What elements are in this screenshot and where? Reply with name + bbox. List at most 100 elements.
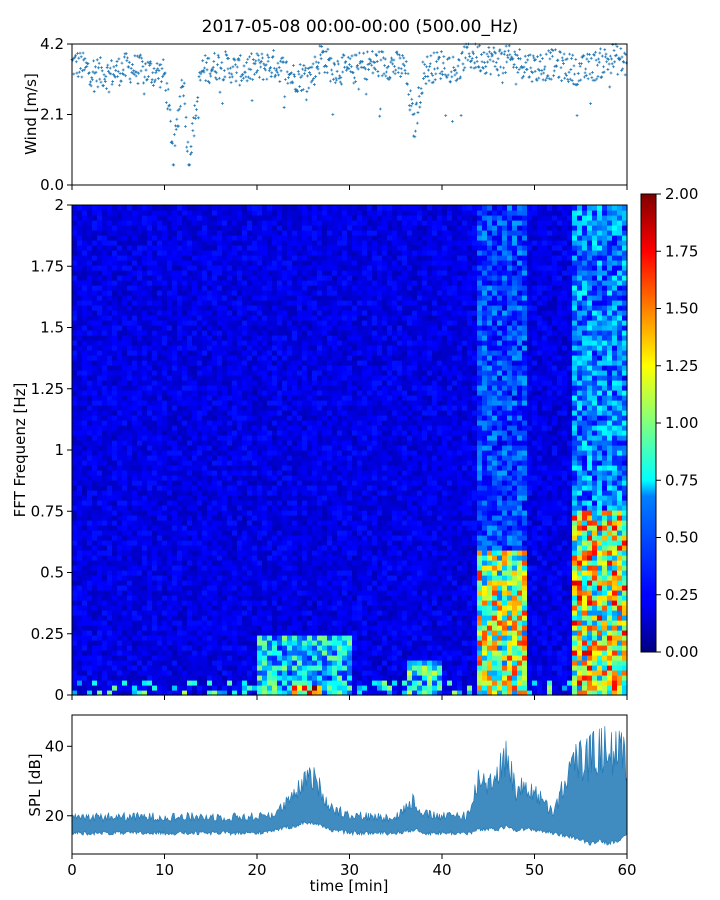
spectrogram-cell (222, 680, 228, 686)
spectrogram-cell (162, 305, 168, 311)
spectrogram-cell (262, 585, 268, 591)
spectrogram-cell (232, 480, 238, 486)
wind-point (484, 65, 488, 68)
wind-point (623, 73, 627, 77)
spectrogram-cell (252, 225, 258, 231)
spectrogram-cell (137, 560, 143, 566)
spectrogram-cell (182, 635, 188, 641)
spectrogram-cell (87, 330, 93, 336)
spectrogram-cell (212, 510, 218, 516)
spectrogram-cell (72, 470, 78, 476)
spectrogram-cell (137, 615, 143, 621)
wind-point (427, 79, 431, 83)
spectrogram-cell (97, 620, 103, 626)
spectrogram-cell (272, 590, 278, 596)
spectrogram-cell (237, 640, 243, 646)
spectrogram-cell (157, 570, 163, 576)
spectrogram-cell (262, 355, 268, 361)
spectrogram-cell (212, 245, 218, 251)
wind-point (422, 71, 426, 75)
wind-point (375, 54, 379, 57)
wind-point (413, 135, 417, 139)
spectrogram-cell (77, 550, 83, 556)
wind-point (102, 73, 106, 77)
spectrogram-cell (137, 610, 143, 616)
spectrogram-cell (227, 275, 233, 281)
spectrogram-cell (237, 475, 243, 481)
wind-point (396, 52, 399, 56)
wind-point (409, 89, 412, 93)
spectrogram-cell (267, 390, 273, 396)
spectrogram-cell (187, 290, 193, 296)
spectrogram-cell (112, 240, 118, 246)
spectrogram-cell (167, 315, 173, 321)
spectrogram-cell (137, 255, 143, 261)
spectrogram-cell (162, 620, 168, 626)
spectrogram-cell (107, 450, 113, 456)
spectrogram-cell (117, 665, 123, 671)
wind-point (402, 56, 406, 60)
spectrogram-cell (247, 600, 253, 606)
spectrogram-cell (82, 275, 88, 281)
spectrogram-cell (132, 665, 138, 671)
spectrogram-cell (157, 475, 163, 481)
spectrogram-cell (262, 615, 268, 621)
spectrogram-cell (177, 630, 183, 636)
spectrogram-cell (157, 235, 163, 241)
spectrogram-cell (92, 585, 98, 591)
spectrogram-cell (207, 690, 213, 696)
spectrogram-cell (197, 625, 203, 631)
spectrogram-cell (132, 495, 138, 501)
wind-point (203, 54, 207, 57)
spectrogram-cell (177, 665, 183, 671)
spectrogram-cell (142, 250, 148, 256)
spectrogram-cell (112, 530, 118, 536)
spectrogram-cell (252, 240, 258, 246)
spectrogram-cell (192, 670, 198, 676)
wind-point (90, 76, 94, 80)
spectrogram-cell (157, 330, 163, 336)
spectrogram-cell (182, 255, 188, 261)
spectrogram-cell (152, 255, 158, 261)
spectrogram-cell (267, 260, 273, 266)
wind-point (460, 50, 464, 54)
spectrogram-cell (252, 275, 258, 281)
spectrogram-cell (72, 235, 78, 241)
spectrogram-cell (107, 385, 113, 391)
wind-point (271, 54, 275, 58)
wind-point (197, 116, 200, 120)
wind-point (99, 80, 103, 84)
spectrogram-cell (122, 625, 128, 631)
spectrogram-cell (137, 210, 143, 216)
wind-point (568, 52, 572, 56)
spectrogram-cell (82, 360, 88, 366)
spectrogram-cell (247, 285, 253, 291)
wind-point (486, 55, 490, 59)
spectrogram-cell (77, 285, 83, 291)
spectrogram-cell (272, 415, 278, 421)
spectrogram-cell (77, 215, 83, 221)
spectrogram-cell (237, 325, 243, 331)
spectrogram-cell (177, 675, 183, 681)
spectrogram-cell (212, 600, 218, 606)
spectrogram-cell (242, 660, 248, 666)
spectrogram-cell (172, 475, 178, 481)
spectrogram-cell (152, 360, 158, 366)
spectrogram-cell (77, 660, 83, 666)
spectrogram-cell (167, 520, 173, 526)
wind-point (334, 76, 338, 80)
wind-point (459, 114, 463, 117)
wind-point (516, 71, 520, 74)
spectrogram-cell (237, 320, 243, 326)
spectrogram-cell (167, 660, 173, 666)
wind-point (212, 59, 216, 63)
spectrogram-cell (232, 455, 238, 461)
wind-point (547, 77, 551, 81)
spectrogram-cell (272, 500, 278, 506)
spectrogram-cell (267, 485, 273, 491)
spectrogram-cell (262, 335, 268, 341)
spectrogram-cell (157, 230, 163, 236)
spectrogram-cell (247, 355, 253, 361)
spectrogram-cell (167, 540, 173, 546)
wind-point (459, 75, 462, 79)
